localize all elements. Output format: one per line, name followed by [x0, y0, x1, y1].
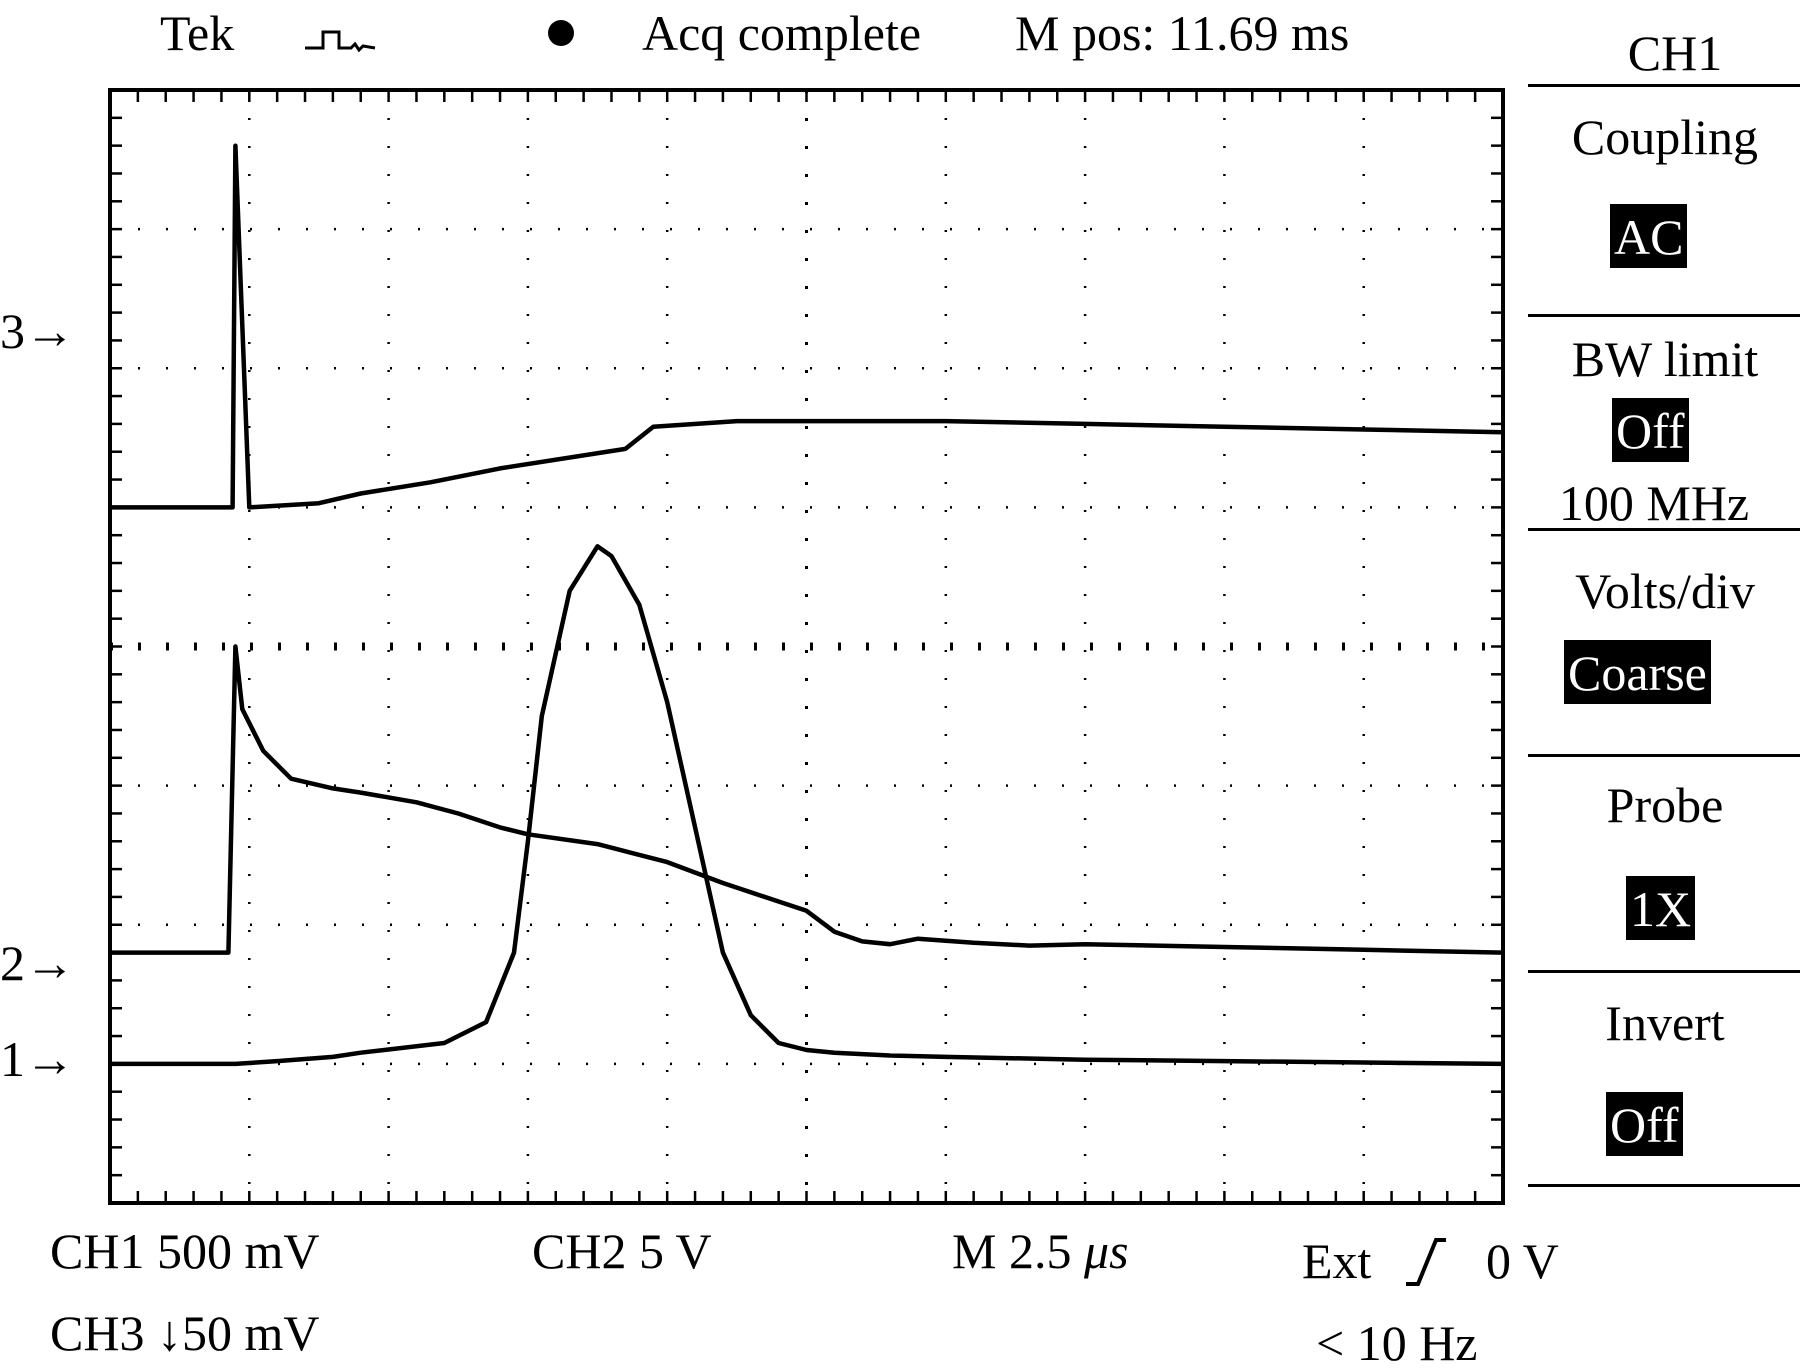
ch3-scale-readout: CH3 ↓50 mV	[50, 1305, 320, 1361]
trigger-level: 0 V	[1486, 1233, 1559, 1289]
mpos-readout: M pos: 11.69 ms	[1015, 5, 1350, 61]
menu-separator	[1528, 528, 1800, 531]
invert-value[interactable]: Off	[1606, 1092, 1683, 1156]
trigger-source: Ext	[1302, 1233, 1372, 1289]
coupling-label: Coupling	[1571, 109, 1759, 165]
rising-edge-icon	[1406, 1238, 1446, 1286]
timebase-readout: M 2.5 μs	[952, 1226, 1129, 1276]
probe-label: Probe	[1606, 777, 1724, 833]
ch3-marker[interactable]: 3→	[0, 303, 75, 359]
menu-separator	[1528, 84, 1800, 87]
ch2-scale-readout: CH2 5 V	[532, 1223, 712, 1279]
trigger-frequency: < 10 Hz	[1316, 1315, 1478, 1371]
menu-channel-title: CH1	[1627, 25, 1723, 81]
square-pulse-icon	[305, 30, 376, 53]
ch2-marker[interactable]: 2→	[0, 935, 75, 991]
trace-ch2	[110, 644, 1504, 955]
volts-div-value[interactable]: Coarse	[1564, 640, 1711, 704]
acq-status-text: Acq complete	[642, 5, 922, 61]
bw-limit-value[interactable]: Off	[1612, 398, 1689, 462]
invert-label: Invert	[1605, 995, 1725, 1051]
coupling-value[interactable]: AC	[1610, 204, 1688, 268]
waveform-traces	[110, 143, 1504, 1067]
probe-value[interactable]: 1X	[1626, 876, 1696, 940]
timebase-unit: μs	[1083, 1223, 1129, 1279]
bw-limit-label: BW limit	[1571, 331, 1759, 387]
timebase-value: M 2.5	[952, 1223, 1084, 1279]
ch1-scale-readout: CH1 500 mV	[50, 1223, 320, 1279]
menu-separator	[1528, 970, 1800, 973]
brand-label: Tek	[160, 5, 235, 61]
menu-separator	[1528, 1184, 1800, 1187]
acquisition-status-dot	[548, 20, 574, 46]
menu-separator	[1528, 754, 1800, 757]
trace-ch3	[110, 143, 1504, 510]
volts-div-label: Volts/div	[1575, 563, 1755, 619]
ch1-marker[interactable]: 1→	[0, 1031, 75, 1087]
graticule-border	[108, 88, 1505, 1205]
menu-separator	[1528, 314, 1800, 317]
trace-ch1	[110, 544, 1504, 1067]
bw-limit-frequency: 100 MHz	[1558, 475, 1750, 531]
graticule-grid	[108, 88, 1505, 1205]
